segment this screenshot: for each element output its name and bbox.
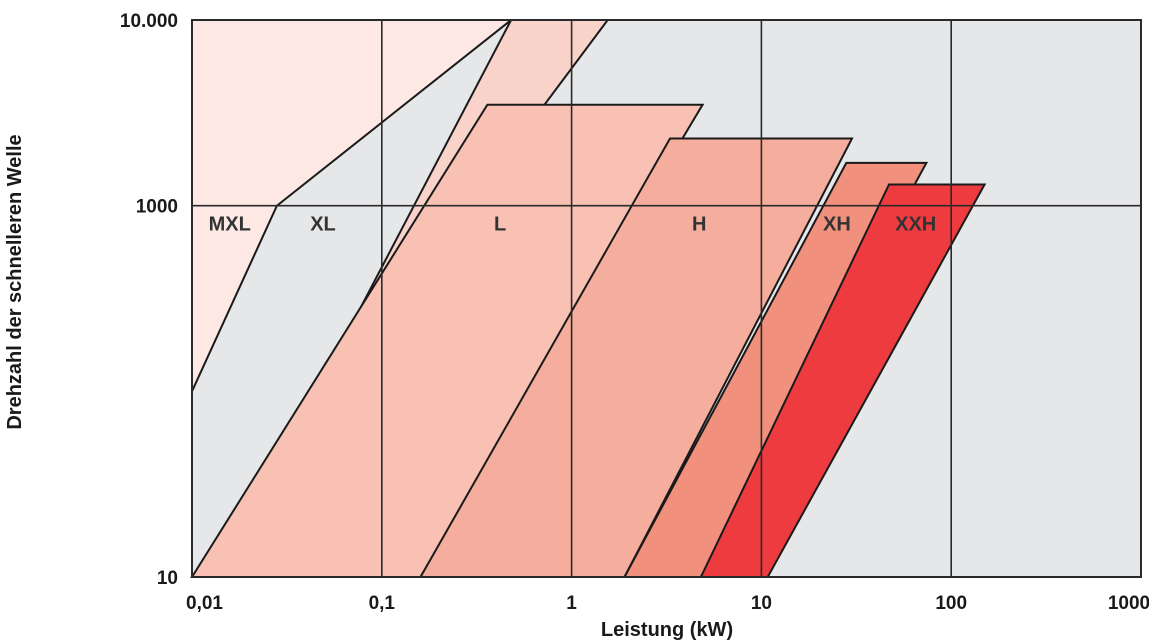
x-tick-label: 10 [751, 593, 772, 614]
y-tick-label: 1000 [136, 197, 178, 218]
y-tick-label: 10 [157, 568, 178, 589]
y-axis-label: Drehzahl der schnelleren Welle [4, 134, 26, 429]
y-tick-labels: 10 1000 10.000 [120, 11, 178, 589]
regions [190, 19, 987, 578]
region-label-mxl: MXL [209, 214, 251, 236]
region-label-h: H [692, 214, 706, 236]
region-label-xxh: XXH [895, 214, 936, 236]
x-tick-label: 0,1 [369, 593, 396, 614]
region-label-l: L [494, 214, 506, 236]
x-tick-label: 100 [935, 593, 967, 614]
x-tick-label: 1 [566, 593, 577, 614]
region-label-xl: XL [310, 214, 336, 236]
region-label-xh: XH [823, 214, 851, 236]
plot-frame [191, 19, 1142, 578]
x-tick-labels: 0,01 0,1 1 10 100 1000 [186, 593, 1149, 614]
region-labels: MXL XL L H XH XXH [209, 214, 937, 236]
x-axis-label: Leistung (kW) [601, 619, 733, 641]
x-tick-label: 0,01 [186, 593, 223, 614]
gridlines [191, 19, 1142, 578]
x-tick-label: 1000 [1108, 593, 1149, 614]
y-tick-label: 10.000 [120, 11, 178, 32]
